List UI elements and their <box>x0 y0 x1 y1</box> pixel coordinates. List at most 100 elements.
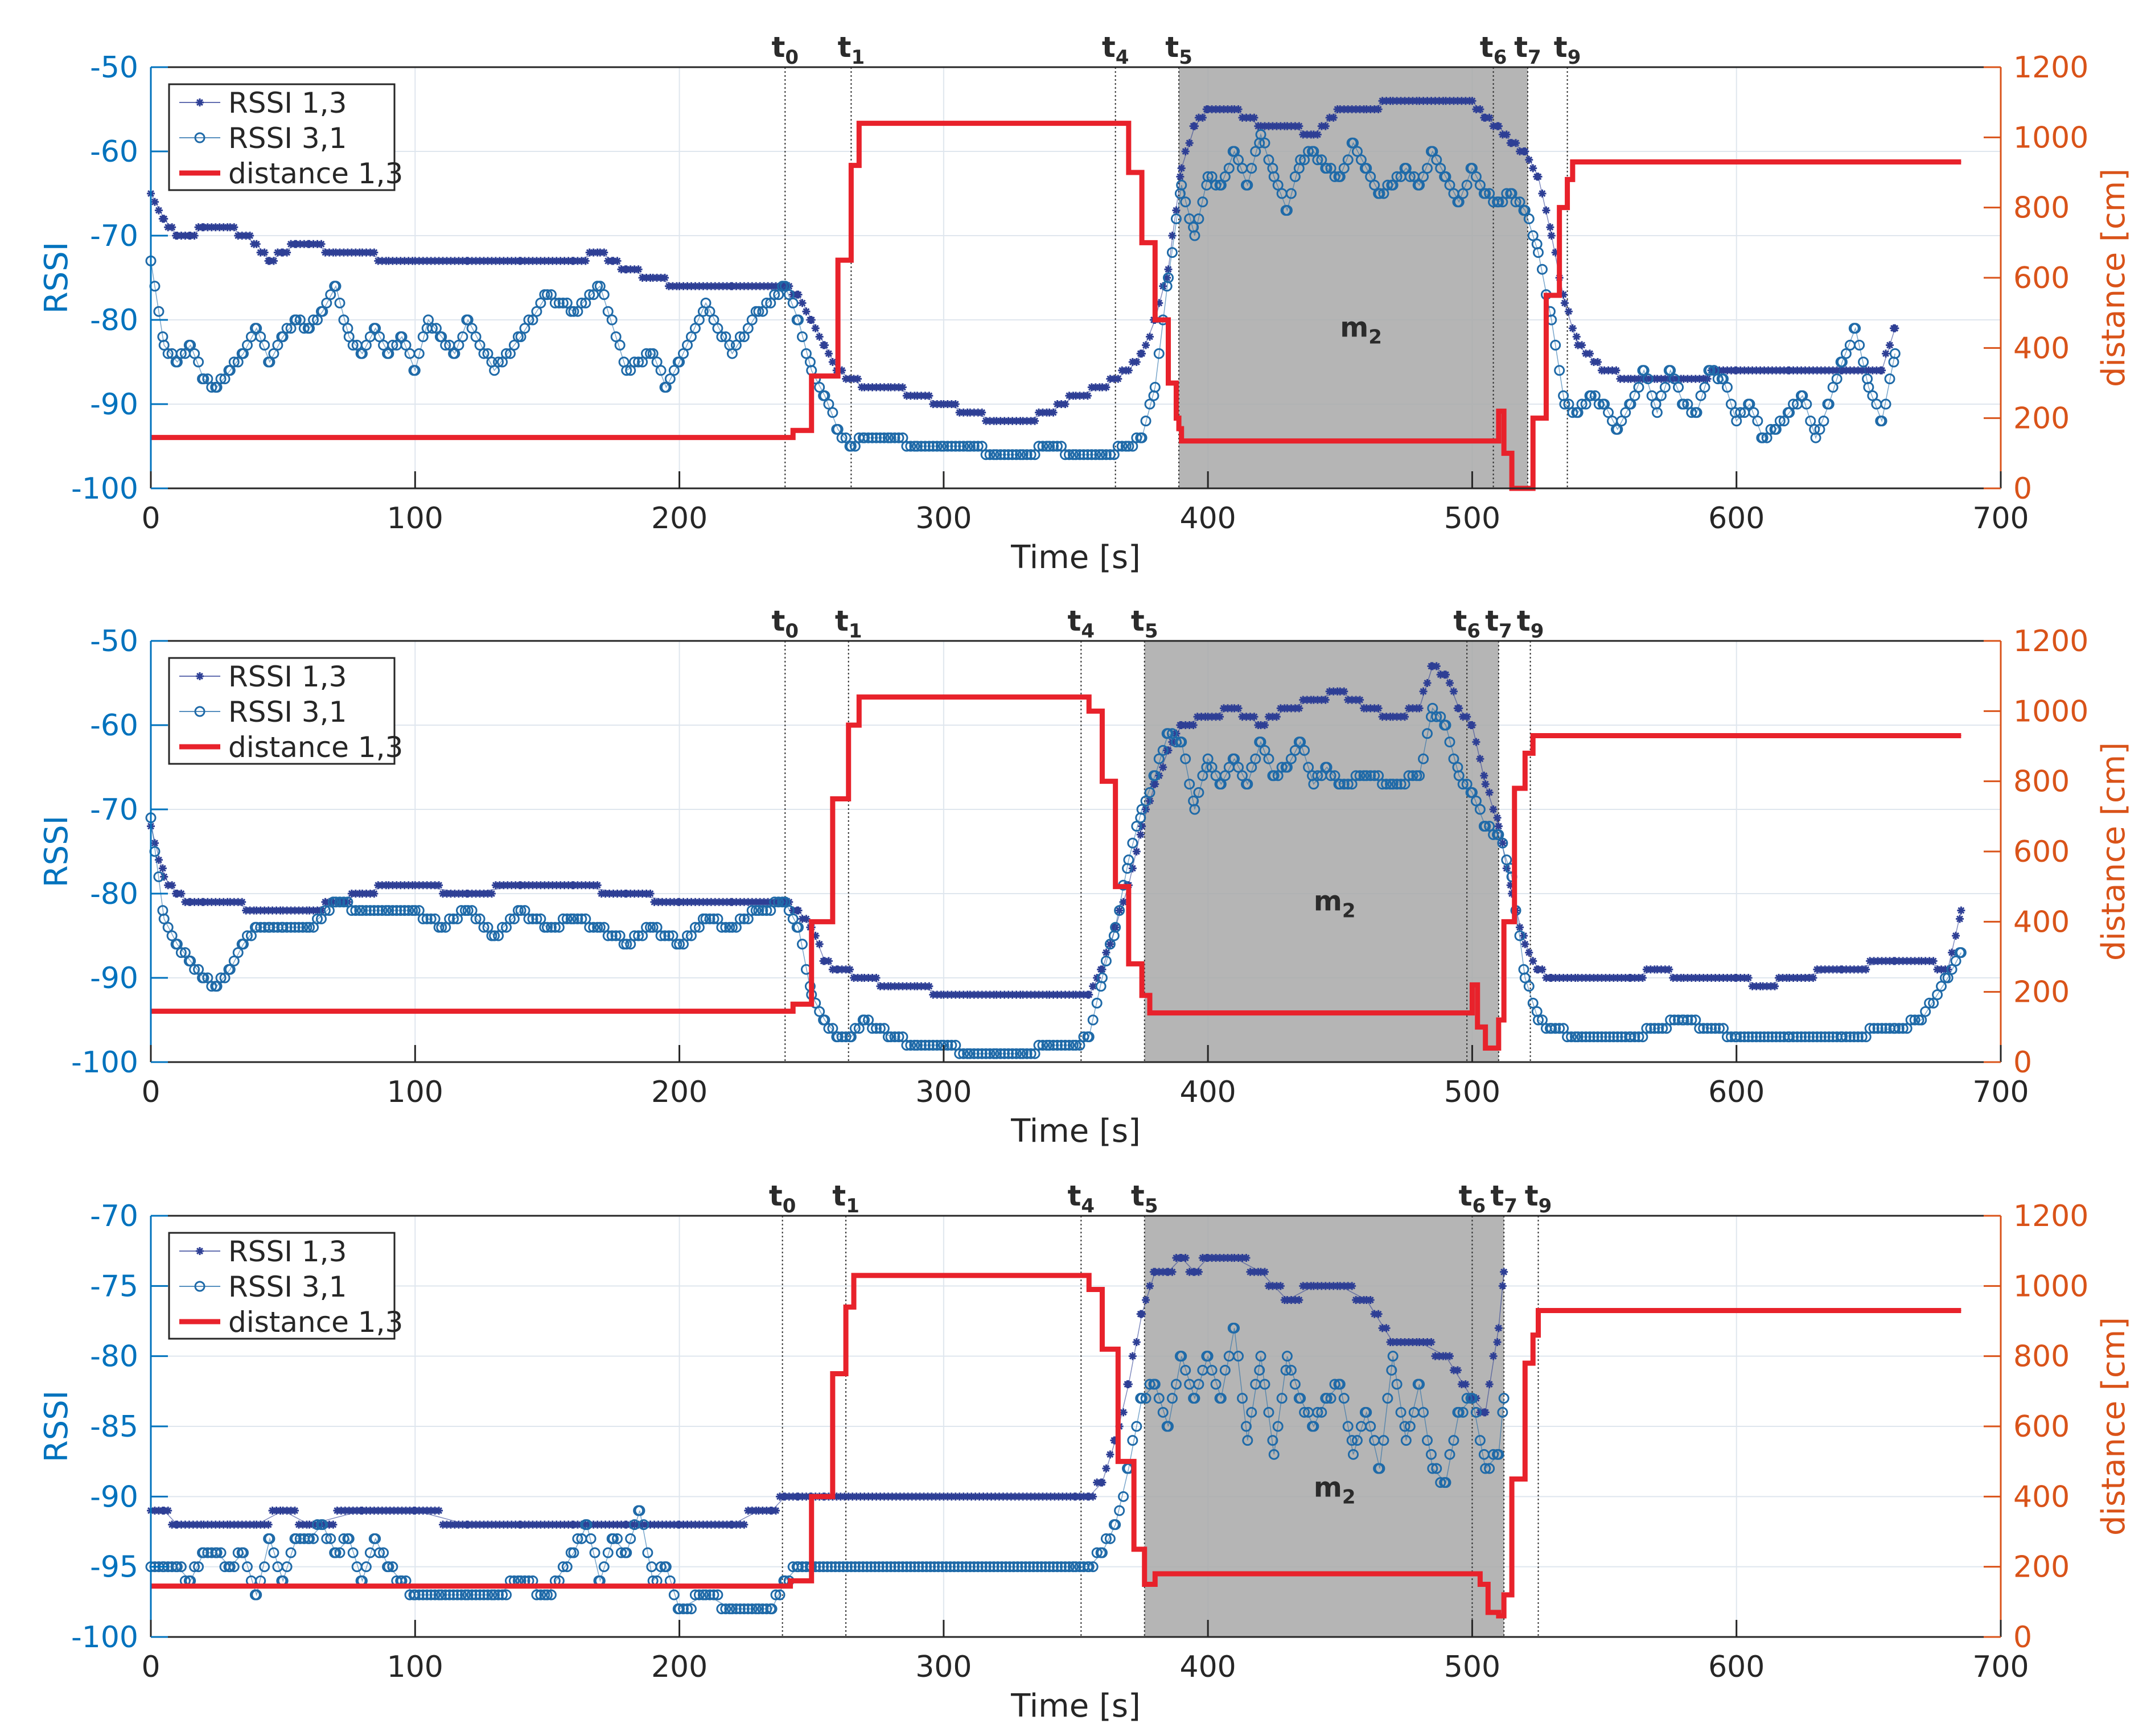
rssi31-point <box>1087 1014 1099 1026</box>
x-tick-label: 0 <box>141 501 160 536</box>
rssi31-point <box>1193 213 1204 224</box>
rssi31-point <box>425 913 437 924</box>
rssi13-point <box>1340 687 1348 696</box>
rssi31-point <box>1237 1393 1248 1404</box>
y-tick-label: -95 <box>90 1550 138 1585</box>
rssi13-point <box>190 232 199 240</box>
rssi31-point <box>343 331 355 343</box>
rssi31-point <box>689 1589 701 1601</box>
rssi31-point <box>1059 1039 1071 1051</box>
rssi31-point <box>1387 779 1399 790</box>
rssi31-point <box>1193 787 1204 798</box>
rssi31-point <box>478 348 490 359</box>
rssi31-point <box>504 913 516 924</box>
rssi31-point <box>277 331 289 343</box>
rssi31-point <box>1928 997 1939 1009</box>
legend-label-rssi13: RSSI 1,3 <box>228 1235 347 1268</box>
rssi31-point <box>232 1547 244 1558</box>
x-axis-label: Time [s] <box>1010 1113 1141 1150</box>
rssi31-point <box>1484 821 1495 832</box>
rssi31-point <box>682 339 693 351</box>
rssi31-point <box>893 432 904 443</box>
rssi31-point <box>417 1589 429 1601</box>
rssi31-point <box>693 1589 705 1601</box>
rssi31-point <box>1461 179 1473 191</box>
rssi31-point <box>356 348 368 359</box>
rssi31-point <box>1055 1561 1067 1573</box>
rssi13-point <box>1493 813 1502 822</box>
rssi31-point <box>1255 129 1266 140</box>
rssi31-point <box>765 297 776 308</box>
rssi31-point <box>1600 1031 1611 1043</box>
rssi31-point <box>625 939 636 950</box>
rssi31-point <box>1657 1023 1668 1034</box>
rssi31-point <box>1712 373 1724 385</box>
y2-tick-label: 0 <box>2013 1046 2032 1080</box>
rssi31-point <box>774 1589 785 1601</box>
rssi31-point <box>171 1561 183 1573</box>
rssi31-point <box>913 1561 924 1573</box>
rssi13-point <box>1189 721 1198 729</box>
rssi31-point <box>1365 770 1376 781</box>
rssi31-point <box>360 339 372 351</box>
rssi31-point <box>312 913 323 924</box>
rssi31-point <box>211 1547 223 1558</box>
rssi13-point <box>1468 721 1477 729</box>
rssi31-point <box>1210 179 1222 191</box>
rssi31-point <box>387 1561 398 1573</box>
rssi31-point <box>1946 964 1957 975</box>
rssi31-point <box>1714 1023 1725 1034</box>
rssi31-point <box>779 281 791 292</box>
rssi31-point <box>999 449 1010 460</box>
rssi31-point <box>1453 770 1465 781</box>
rssi31-point <box>1110 1519 1121 1531</box>
rssi13-point <box>329 1520 338 1529</box>
rssi31-point <box>980 1048 992 1059</box>
rssi31-point <box>1414 770 1425 781</box>
rssi31-point <box>1546 1023 1557 1034</box>
rssi31-point <box>984 449 996 460</box>
rssi31-point <box>1127 837 1138 849</box>
event-label-t5: t5 <box>1131 604 1158 643</box>
rssi31-point <box>1840 1031 1852 1043</box>
rssi31-point <box>436 922 447 933</box>
rssi31-point <box>1163 1421 1174 1432</box>
rssi31-point <box>325 1533 336 1544</box>
rssi31-point <box>1444 1449 1455 1460</box>
rssi31-point <box>474 913 486 924</box>
rssi13-point <box>1476 755 1484 763</box>
rssi31-point <box>241 339 253 351</box>
rssi31-point <box>224 1561 236 1573</box>
rssi31-point <box>901 441 912 452</box>
rssi31-point <box>1889 1023 1901 1034</box>
distance-point <box>1128 172 1129 173</box>
rssi31-point <box>730 1603 742 1615</box>
rssi31-point <box>1584 1031 1595 1043</box>
rssi31-point <box>905 1039 916 1051</box>
rssi31-point <box>238 348 249 359</box>
rssi31-point <box>1815 1031 1827 1043</box>
rssi31-point <box>1180 1364 1191 1376</box>
x-axis-label: Time [s] <box>1010 539 1141 576</box>
rssi13-point <box>815 940 824 948</box>
rssi13-point <box>158 864 167 873</box>
rssi31-point <box>996 1561 1007 1573</box>
x-tick-label: 500 <box>1444 501 1500 536</box>
plot-area <box>151 641 2001 1062</box>
rssi31-point <box>343 1533 355 1544</box>
rssi31-point <box>1295 154 1306 166</box>
rssi13-point <box>1031 417 1039 425</box>
rssi31-point <box>1752 416 1763 427</box>
rssi13-point <box>1494 822 1503 830</box>
rssi31-point <box>1242 179 1253 191</box>
rssi31-point <box>1527 997 1539 1009</box>
rssi31-point <box>531 306 542 317</box>
rssi31-point <box>368 905 380 916</box>
rssi31-point <box>429 1589 441 1601</box>
rssi13-point <box>1168 232 1177 240</box>
rssi31-point <box>581 1519 593 1531</box>
rssi31-point <box>1303 146 1314 157</box>
rssi31-point <box>753 306 764 317</box>
rssi31-point <box>1025 449 1037 460</box>
